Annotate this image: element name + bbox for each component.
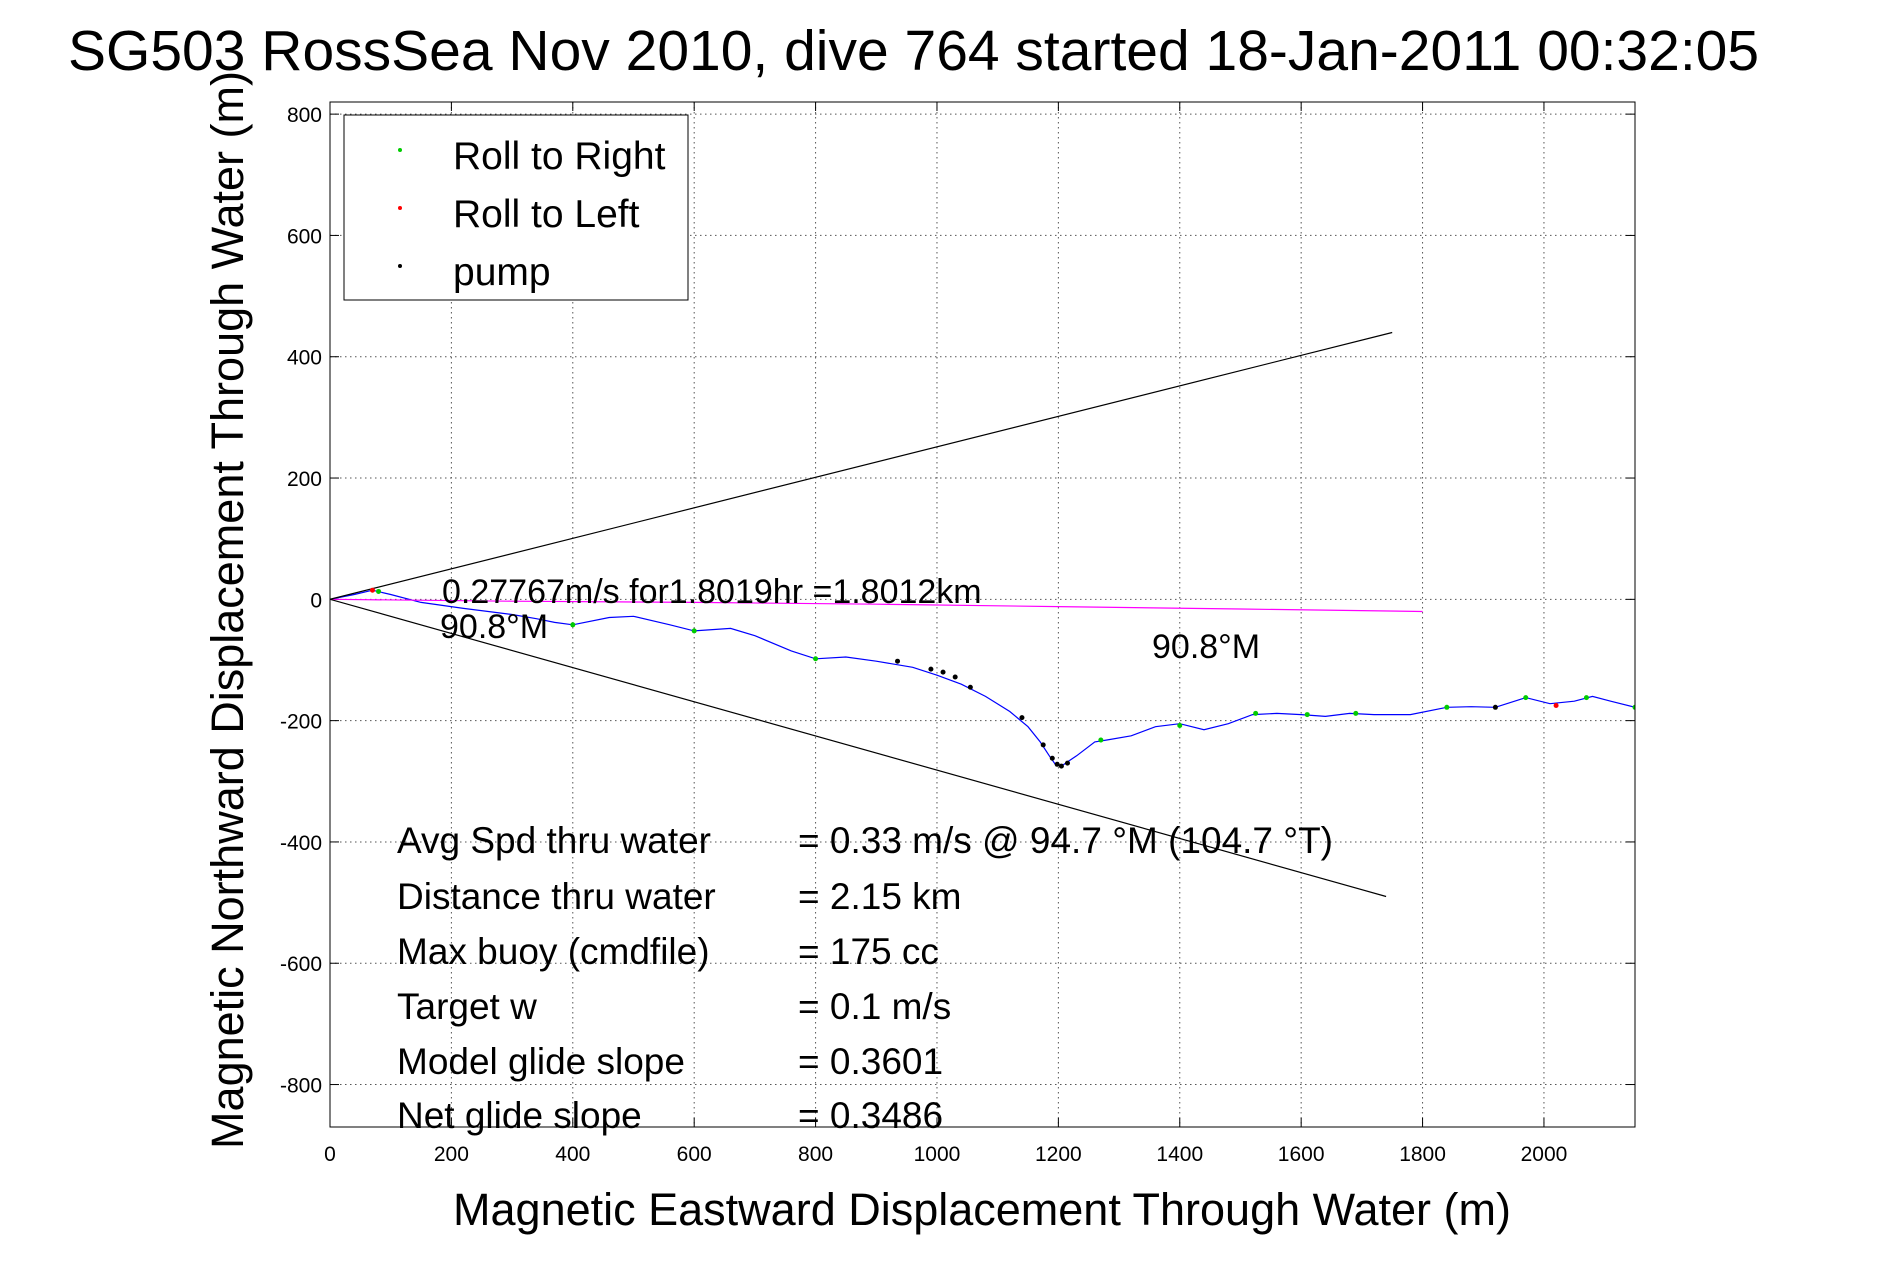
series-line-3 <box>330 598 1387 898</box>
marker-pump <box>940 669 946 675</box>
marker-pump <box>1054 761 1060 767</box>
marker-roll-right <box>1583 695 1589 701</box>
marker-pump <box>1058 763 1064 769</box>
marker-roll-right <box>1353 710 1359 716</box>
annotations: 0.27767m/s for1.8019hr =1.8012km 90.8°M … <box>440 573 1260 666</box>
plot-frame <box>329 101 1636 1128</box>
y-axis-label: Magnetic Northward Displacement Through … <box>202 71 253 1149</box>
marker-roll-right <box>1444 704 1450 710</box>
y-tick-label: -400 <box>280 832 322 855</box>
stat-value-target-w: = 0.1 m/s <box>798 986 951 1027</box>
marker-pump <box>1492 704 1498 710</box>
x-tick-label: 1600 <box>1278 1143 1325 1166</box>
marker-roll-right <box>1177 722 1183 728</box>
x-tick-label: 2000 <box>1521 1143 1568 1166</box>
marker-pump <box>895 658 901 664</box>
x-tick-label: 1200 <box>1035 1143 1082 1166</box>
marker-roll-right <box>1098 737 1104 743</box>
speed-annotation: 0.27767m/s for1.8019hr =1.8012km <box>442 573 982 611</box>
y-tick-label: -600 <box>280 953 322 976</box>
x-axis-ticks: 0 200 400 600 800 1000 1200 1400 1600 1800 2000 <box>324 102 1567 1166</box>
legend-roll-left-marker <box>398 206 402 210</box>
series-line-1 <box>330 598 1423 613</box>
stat-value-max-buoy: = 175 cc <box>798 931 939 972</box>
x-tick-label: 1800 <box>1399 1143 1446 1166</box>
marker-roll-right <box>570 622 576 628</box>
stat-label-max-buoy: Max buoy (cmdfile) <box>397 931 710 972</box>
y-tick-label: -800 <box>280 1075 322 1098</box>
stat-label-net-glide: Net glide slope <box>397 1095 642 1136</box>
marker-roll-right <box>813 656 819 662</box>
marker-roll-right <box>1523 695 1529 701</box>
x-tick-label: 1000 <box>914 1143 961 1166</box>
marker-roll-right <box>691 628 697 634</box>
stat-label-model-glide: Model glide slope <box>397 1041 685 1082</box>
legend: Roll to Right Roll to Left pump <box>343 114 689 301</box>
series-lines <box>330 331 1635 898</box>
legend-roll-left-label: Roll to Left <box>453 193 640 236</box>
y-tick-label: 200 <box>287 468 322 491</box>
x-tick-label: 0 <box>324 1143 336 1166</box>
marker-roll-right <box>1304 712 1310 718</box>
x-tick-label: 200 <box>434 1143 469 1166</box>
stat-value-avg-speed: = 0.33 m/s @ 94.7 °M (104.7 °T) <box>798 820 1333 861</box>
stat-value-net-glide: = 0.3486 <box>798 1095 943 1136</box>
y-tick-label: 400 <box>287 347 322 370</box>
heading-annotation-left: 90.8°M <box>440 608 548 646</box>
series-markers <box>369 587 1635 769</box>
series-line-2 <box>330 331 1393 600</box>
heading-annotation-right: 90.8°M <box>1152 628 1260 666</box>
x-axis-label: Magnetic Eastward Displacement Through W… <box>453 1184 1511 1235</box>
y-axis-ticks: 800 600 400 200 0 -200 -400 -600 -800 <box>280 104 1635 1098</box>
marker-pump <box>1019 715 1025 721</box>
y-tick-label: -200 <box>280 711 322 734</box>
stat-label-distance: Distance thru water <box>397 876 716 917</box>
stat-value-model-glide: = 0.3601 <box>798 1041 943 1082</box>
chart-title: SG503 RossSea Nov 2010, dive 764 started… <box>68 19 1759 83</box>
legend-roll-right-label: Roll to Right <box>453 135 666 178</box>
stats-block: Avg Spd thru water = 0.33 m/s @ 94.7 °M … <box>397 820 1333 1136</box>
y-tick-label: 800 <box>287 104 322 127</box>
stat-value-distance: = 2.15 km <box>798 876 962 917</box>
stat-label-avg-speed: Avg Spd thru water <box>397 820 711 861</box>
marker-roll-left <box>369 587 375 593</box>
stat-label-target-w: Target w <box>397 986 537 1027</box>
legend-roll-right-marker <box>398 148 402 152</box>
marker-roll-right <box>376 588 382 594</box>
marker-pump <box>952 674 958 680</box>
x-tick-label: 400 <box>555 1143 590 1166</box>
x-tick-label: 1400 <box>1156 1143 1203 1166</box>
y-tick-label: 600 <box>287 225 322 248</box>
marker-pump <box>967 684 973 690</box>
marker-pump <box>1064 760 1070 766</box>
y-tick-label: 0 <box>310 589 322 612</box>
marker-pump <box>1049 755 1055 761</box>
marker-pump <box>1040 742 1046 748</box>
marker-roll-right <box>1632 704 1635 710</box>
marker-pump <box>928 666 934 672</box>
x-tick-label: 600 <box>677 1143 712 1166</box>
marker-roll-left <box>1553 702 1559 708</box>
marker-roll-right <box>1253 710 1259 716</box>
legend-pump-label: pump <box>453 251 551 294</box>
x-tick-label: 800 <box>798 1143 833 1166</box>
legend-pump-marker <box>398 264 402 268</box>
